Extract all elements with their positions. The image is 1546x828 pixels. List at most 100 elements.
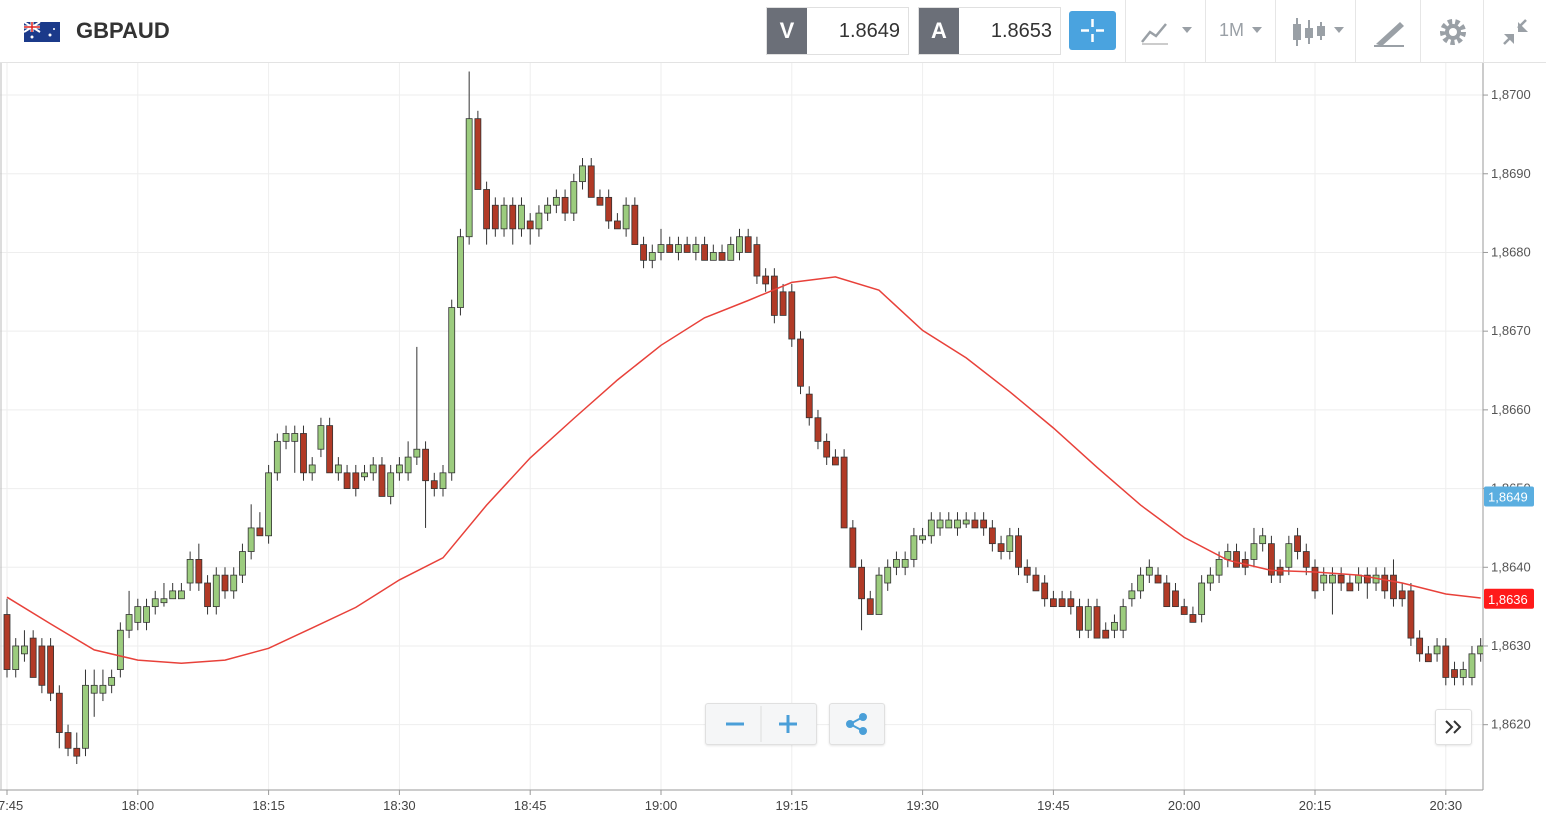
y-tick-label: 1,8660: [1491, 402, 1531, 417]
candle-body: [1128, 590, 1136, 600]
candle-body: [962, 519, 970, 525]
candle-body: [561, 196, 569, 214]
candle-body: [648, 252, 656, 261]
zoom-buttons: [705, 703, 817, 745]
candle-body: [143, 606, 150, 623]
candle-body: [378, 464, 386, 497]
candle-body: [823, 440, 831, 458]
candle-body: [21, 645, 28, 655]
candle-body: [73, 747, 81, 757]
candle-body: [683, 244, 691, 253]
candle-body: [614, 220, 621, 230]
candle-body: [570, 181, 578, 214]
x-tick-label: 17:45: [0, 798, 23, 813]
candle-body: [552, 196, 560, 206]
candle-body: [1172, 590, 1179, 608]
scroll-end-button[interactable]: [1435, 709, 1472, 745]
candle-body: [413, 448, 421, 458]
collapse-icon: [1503, 19, 1528, 45]
y-tick-label: 1,8620: [1491, 717, 1531, 732]
candle-body: [308, 464, 316, 474]
candle-body: [954, 519, 961, 529]
buy-box[interactable]: A 1.8653: [918, 7, 1061, 55]
chart-type-button[interactable]: [1125, 0, 1206, 62]
draw-button[interactable]: [1355, 0, 1421, 62]
candle-body: [840, 456, 848, 529]
x-tick-label: 19:30: [906, 798, 939, 813]
candle-body: [169, 590, 177, 600]
candle-body: [1355, 574, 1362, 584]
candle-body: [1268, 543, 1275, 576]
candle-body: [544, 204, 552, 214]
candle-body: [291, 433, 299, 442]
candle-body: [945, 519, 953, 529]
settings-button[interactable]: [1420, 0, 1484, 62]
flag: [24, 22, 60, 42]
x-tick-label: 18:15: [252, 798, 285, 813]
y-tick-label: 1,8680: [1491, 244, 1531, 259]
sell-box[interactable]: V 1.8649: [766, 7, 909, 55]
candle-body: [1206, 574, 1214, 584]
candle-body: [1163, 582, 1171, 608]
scroll-end-icon: [1445, 720, 1462, 734]
candle-body: [1424, 653, 1432, 663]
candle-body: [1398, 590, 1406, 600]
x-tick-label: 19:45: [1037, 798, 1070, 813]
candle-body: [1302, 551, 1310, 568]
chart-type-icon: [1141, 23, 1192, 45]
candle-body: [832, 456, 839, 466]
sell-label: V: [767, 8, 807, 54]
crosshair-icon: [1081, 19, 1104, 42]
collapse-button[interactable]: [1483, 0, 1546, 62]
candle-body: [858, 566, 865, 600]
candle-body: [160, 598, 168, 604]
candle-body: [622, 204, 630, 230]
x-tick-label: 18:30: [383, 798, 416, 813]
header: GBPAUD V 1.8649 A 1.8653 1M: [0, 0, 1546, 63]
candle-body: [1407, 590, 1415, 639]
candle-body: [1294, 535, 1301, 552]
candle-body: [116, 629, 124, 670]
candle-body: [657, 244, 665, 253]
candle-body: [483, 189, 491, 230]
candle-body: [526, 220, 534, 230]
crosshair-button[interactable]: [1069, 11, 1116, 50]
candle-icon: [1293, 18, 1344, 46]
candle-body: [762, 275, 770, 285]
candle-body: [90, 684, 98, 694]
candle-body: [814, 417, 822, 442]
plot-background: [0, 62, 1483, 790]
candle-body: [509, 204, 517, 230]
zoom-icons[interactable]: [706, 704, 816, 744]
y-tick-label: 1,8700: [1491, 87, 1531, 102]
candle-body: [457, 236, 464, 308]
candle-body: [1390, 574, 1397, 600]
share-button[interactable]: [829, 703, 885, 745]
y-tick-label: 1,8630: [1491, 638, 1531, 653]
sell-price: 1.8649: [838, 20, 900, 42]
candle-body: [82, 684, 89, 749]
candle-body: [1233, 551, 1240, 568]
candle-body: [212, 574, 220, 608]
x-tick-label: 19:15: [776, 798, 809, 813]
candle-body: [317, 425, 325, 450]
candle-body: [875, 574, 883, 615]
candle-body: [1468, 653, 1476, 678]
timeframe-button[interactable]: 1M: [1205, 0, 1276, 62]
draw-icon: [1374, 22, 1404, 47]
timeframe: 1M: [1219, 20, 1245, 40]
candle-body: [361, 472, 368, 478]
candle-body: [1154, 574, 1162, 584]
candle-body: [1137, 574, 1144, 592]
candle-body: [1067, 598, 1075, 608]
candle-button[interactable]: [1275, 0, 1356, 62]
candle-body: [744, 236, 752, 253]
x-tick-label: 20:30: [1430, 798, 1463, 813]
candle-body: [500, 204, 508, 230]
candle-body: [1337, 574, 1345, 584]
timeframe-caret: [1252, 27, 1262, 33]
candle-body: [300, 433, 307, 474]
candle-body: [919, 535, 926, 541]
candle-body: [1023, 566, 1031, 576]
